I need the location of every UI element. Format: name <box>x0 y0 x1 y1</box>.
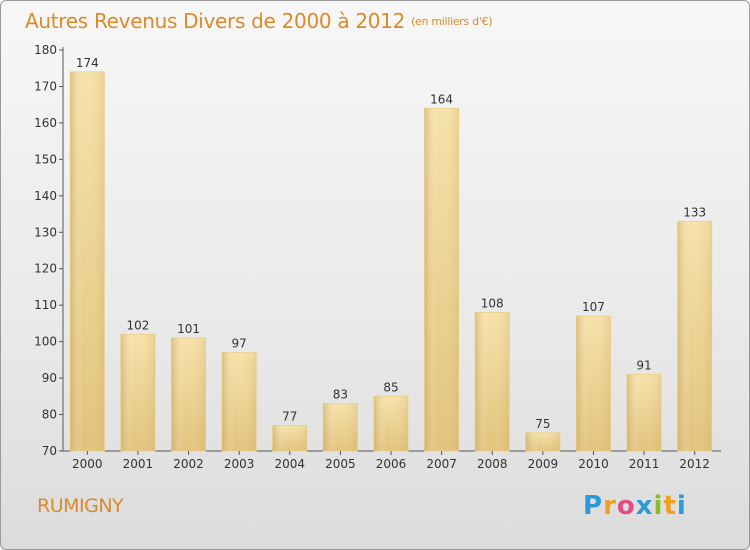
chart-subtitle: (en milliers d'€) <box>411 15 493 28</box>
logo-letter: x <box>635 491 654 521</box>
bar-shade <box>627 374 662 451</box>
logo-letter: t <box>663 491 677 521</box>
bar-shade <box>374 396 408 451</box>
commune-name: RUMIGNY <box>37 495 124 517</box>
logo-letter: o <box>616 491 636 521</box>
bar-value-label: 97 <box>232 337 247 351</box>
y-tick-label: 90 <box>42 371 57 385</box>
logo-letter: r <box>603 491 617 521</box>
y-tick-label: 150 <box>34 152 57 166</box>
x-tick-label: 2009 <box>528 457 559 471</box>
logo-letter: P <box>583 491 604 521</box>
bar-shade <box>70 71 105 451</box>
x-tick-label: 2011 <box>629 457 660 471</box>
x-tick-label: 2005 <box>325 457 356 471</box>
bar-value-label: 75 <box>535 417 550 431</box>
x-tick-label: 2008 <box>477 457 508 471</box>
proxiti-logo: Proxiti <box>583 491 693 521</box>
x-tick-label: 2006 <box>376 457 407 471</box>
bar-value-label: 91 <box>636 358 651 372</box>
x-tick-label: 2003 <box>224 457 255 471</box>
y-tick-label: 130 <box>34 225 57 239</box>
bar-value-label: 164 <box>430 92 453 106</box>
logo-letter: i <box>676 491 687 521</box>
bar-value-label: 85 <box>383 380 398 394</box>
bar-shade <box>677 221 712 451</box>
bar-shade <box>424 108 459 451</box>
bar-shade <box>525 432 560 451</box>
y-tick-label: 100 <box>34 335 57 349</box>
bar-value-label: 133 <box>683 205 706 219</box>
y-tick-label: 180 <box>34 43 57 57</box>
bar-value-label: 101 <box>177 322 200 336</box>
bar-value-label: 108 <box>481 296 504 310</box>
x-tick-label: 2001 <box>123 457 154 471</box>
bar-value-label: 77 <box>282 409 297 423</box>
bar-shade <box>272 425 307 451</box>
bar-shade <box>323 403 358 451</box>
y-tick-label: 110 <box>34 298 57 312</box>
x-tick-label: 2000 <box>72 457 103 471</box>
logo-letter: i <box>653 491 664 521</box>
y-tick-label: 170 <box>34 79 57 93</box>
x-tick-label: 2007 <box>426 457 457 471</box>
chart-title-text: Autres Revenus Divers de 2000 à 2012 <box>25 9 406 33</box>
y-tick-label: 160 <box>34 116 57 130</box>
bar-shade <box>120 334 155 451</box>
x-tick-label: 2012 <box>679 457 710 471</box>
x-tick-label: 2004 <box>274 457 305 471</box>
bar-value-label: 83 <box>333 388 348 402</box>
bar-shade <box>475 312 510 451</box>
y-tick-label: 140 <box>34 189 57 203</box>
bar-shade <box>576 316 611 451</box>
y-tick-label: 120 <box>34 262 57 276</box>
y-tick-label: 80 <box>42 408 57 422</box>
bar-value-label: 107 <box>582 300 605 314</box>
bar-shade <box>171 337 206 451</box>
x-tick-label: 2010 <box>578 457 609 471</box>
bar-value-label: 102 <box>126 318 149 332</box>
y-tick-label: 70 <box>42 444 57 458</box>
bar-shade <box>222 352 257 451</box>
chart-title: Autres Revenus Divers de 2000 à 2012 (en … <box>25 9 493 33</box>
x-tick-label: 2002 <box>173 457 204 471</box>
bar-value-label: 174 <box>76 56 99 70</box>
